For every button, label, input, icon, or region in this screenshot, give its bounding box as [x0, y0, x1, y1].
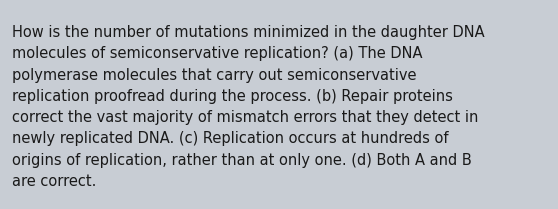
- Text: How is the number of mutations minimized in the daughter DNA
molecules of semico: How is the number of mutations minimized…: [12, 25, 485, 189]
